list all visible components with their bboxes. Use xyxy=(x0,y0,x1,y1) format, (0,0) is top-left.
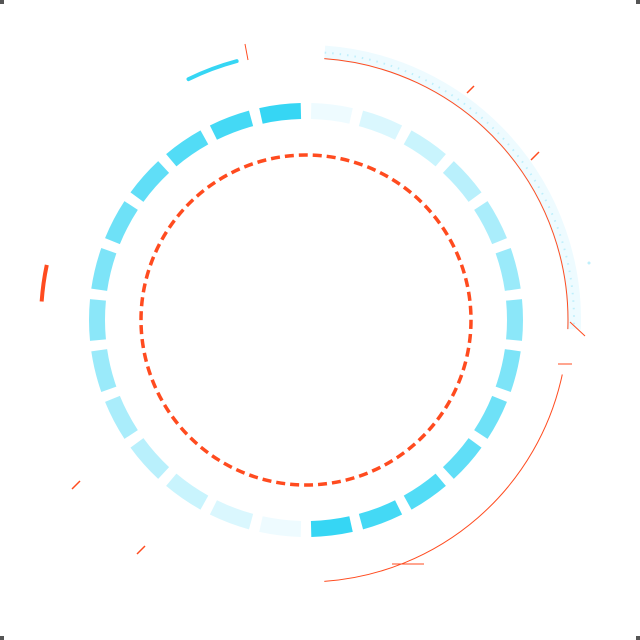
ring-segment xyxy=(310,103,353,124)
tick-mark xyxy=(466,85,475,94)
outline-end-tick-top xyxy=(244,43,249,61)
ring-segment xyxy=(506,299,523,341)
ring-segment xyxy=(91,248,117,292)
outer-outline-arc-top xyxy=(324,58,569,330)
ring-segment xyxy=(259,516,302,537)
tick-mark xyxy=(530,151,540,161)
corner-marker-top-right xyxy=(636,0,640,4)
cyan-accent-arc xyxy=(186,59,239,82)
inner-dashed-ring xyxy=(139,153,473,487)
ring-segment xyxy=(358,500,403,530)
outer-outline-arcs xyxy=(244,43,586,582)
ring-segment xyxy=(442,161,482,202)
ring-segment xyxy=(474,201,507,245)
ring-segment xyxy=(105,395,138,439)
small-dot xyxy=(587,261,591,265)
ring-segment xyxy=(403,130,446,167)
corner-marker-bottom-right xyxy=(636,636,640,640)
ring-segment xyxy=(105,201,138,245)
ring-segment xyxy=(89,299,106,341)
outer-outline-arc-bottom xyxy=(324,374,563,582)
ring-segment xyxy=(209,110,254,140)
ring-segment xyxy=(495,348,521,392)
ring-segment xyxy=(495,248,521,292)
ring-segment xyxy=(166,473,209,510)
ring-segment xyxy=(209,500,254,530)
ring-segment xyxy=(310,516,353,537)
outer-dotted-track xyxy=(324,45,581,330)
orange-accent-arc xyxy=(39,264,49,302)
outline-end-tick-right xyxy=(569,321,586,337)
ring-segment xyxy=(442,438,482,479)
tick-mark xyxy=(71,480,81,490)
ring-segment xyxy=(358,110,403,140)
ring-segment xyxy=(166,130,209,167)
ring-segment xyxy=(474,395,507,439)
ring-segment xyxy=(130,161,170,202)
corner-marker-bottom-left xyxy=(0,636,4,640)
tick-mark xyxy=(136,545,146,555)
ring-segment xyxy=(91,348,117,392)
ring-segment xyxy=(403,473,446,510)
corner-marker-top-left xyxy=(0,0,4,4)
ring-segment xyxy=(259,103,302,124)
segmented-ring xyxy=(89,103,523,537)
ring-segment xyxy=(130,438,170,479)
outer-track-band xyxy=(324,45,581,330)
accent-marks xyxy=(39,59,591,555)
